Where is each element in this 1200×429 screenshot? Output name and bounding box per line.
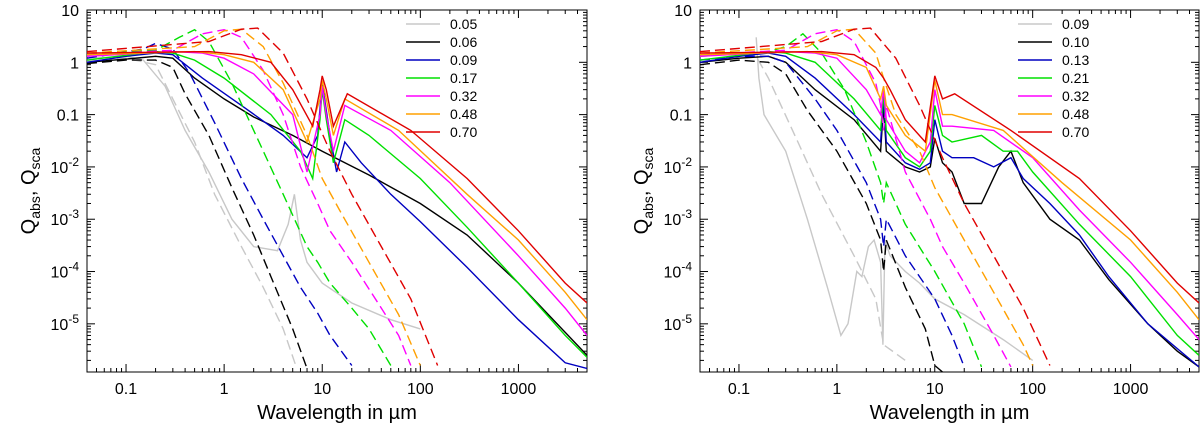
- chart-left: 0.1 1 10 100 1000 10 1 0.1 10-2 10-3 10-4 10-5 Wavel…: [18, 3, 588, 424]
- x-tick-label: 0.1: [728, 381, 750, 398]
- series-abs-line: [87, 50, 587, 304]
- y-tick-label: 10: [61, 3, 79, 20]
- series-abs-line: [700, 50, 1199, 356]
- y-tick-label: 10-2: [51, 155, 80, 177]
- y-tick-label: 10-4: [51, 260, 80, 282]
- y-tick-label: 10-5: [51, 312, 80, 334]
- legend-label: 0.48: [1062, 106, 1089, 122]
- legend-label: 0.13: [1062, 52, 1089, 68]
- legend-label: 0.48: [450, 106, 477, 122]
- series-sca-line: [700, 28, 1012, 368]
- series-sca-line: [87, 28, 412, 366]
- series-sca-line: [700, 55, 965, 368]
- legend-label: 0.70: [1062, 124, 1089, 140]
- series-sca-line: [700, 27, 1051, 366]
- minor-ticks: [699, 9, 1200, 372]
- legend-label: 0.70: [450, 124, 477, 140]
- series-abs-line: [700, 55, 1199, 368]
- y-tick-label: 10-5: [664, 312, 693, 334]
- legend-label: 0.10: [1062, 34, 1089, 50]
- series-abs-line: [87, 50, 587, 321]
- x-tick-label: 1: [832, 381, 841, 398]
- series-sca-line: [87, 42, 353, 366]
- x-tick-label: 10: [926, 381, 944, 398]
- minor-ticks: [86, 9, 588, 372]
- plot-frame: [86, 9, 588, 373]
- x-tick-label: 0.1: [115, 381, 137, 398]
- y-tick-label: 10-4: [664, 260, 693, 282]
- series-sca-line: [700, 59, 943, 372]
- legend-label: 0.32: [450, 88, 477, 104]
- x-tick-label: 1000: [501, 381, 537, 398]
- y-tick-label: 10-3: [51, 207, 80, 229]
- legend-label: 0.21: [1062, 70, 1089, 86]
- series-abs-line: [87, 55, 587, 356]
- legend: 0.05 0.06 0.09 0.17 0.32 0.48 0.70: [406, 16, 477, 140]
- curves: [700, 27, 1199, 372]
- legend-label: 0.06: [450, 34, 477, 50]
- y-tick-label: 10-3: [664, 207, 693, 229]
- plot-frame: [699, 9, 1200, 373]
- x-tick-label: 100: [407, 381, 434, 398]
- series-sca-line: [700, 32, 983, 368]
- series-sca-line: [87, 57, 298, 369]
- x-tick-label: 1: [220, 381, 229, 398]
- legend-label: 0.05: [450, 16, 477, 32]
- y-tick-label: 10-2: [664, 155, 693, 177]
- y-tick-label: 1: [683, 55, 692, 72]
- legend: 0.09 0.10 0.13 0.21 0.32 0.48 0.70: [1018, 16, 1089, 140]
- legend-label: 0.09: [450, 52, 477, 68]
- series-sca-line: [700, 28, 1034, 366]
- legend-label: 0.17: [450, 70, 477, 86]
- series-sca-line: [87, 59, 308, 369]
- x-axis-title: Wavelength in µm: [257, 402, 417, 424]
- chart-right: 0.1 1 10 100 1000 10 1 0.1 10-2 10-3 10-4 10-5 Wavel…: [631, 3, 1200, 424]
- series-abs-line: [87, 55, 421, 330]
- y-tick-label: 0.1: [670, 108, 692, 125]
- x-tick-label: 100: [1019, 381, 1046, 398]
- x-tick-label: 1000: [1113, 381, 1149, 398]
- series-abs-line: [700, 50, 1199, 321]
- series-sca-line: [87, 28, 421, 366]
- series-abs-line: [700, 50, 1199, 304]
- legend-label: 0.09: [1062, 16, 1089, 32]
- y-tick-label: 1: [70, 55, 79, 72]
- y-tick-label: 0.1: [57, 108, 79, 125]
- series-abs-line: [700, 50, 1199, 341]
- series-abs-line: [700, 52, 1199, 368]
- series-abs-line: [755, 37, 1034, 361]
- y-axis-title: Qabs, Qsca: [631, 147, 656, 234]
- x-tick-label: 10: [313, 381, 331, 398]
- x-axis-title: Wavelength in µm: [870, 402, 1030, 424]
- y-axis-title: Qabs, Qsca: [18, 147, 43, 234]
- y-tick-label: 10: [674, 3, 692, 20]
- series-sca-line: [87, 27, 439, 366]
- series-abs-line: [87, 52, 587, 370]
- series-sca-line: [87, 28, 392, 366]
- curves: [87, 27, 587, 370]
- legend-label: 0.32: [1062, 88, 1089, 104]
